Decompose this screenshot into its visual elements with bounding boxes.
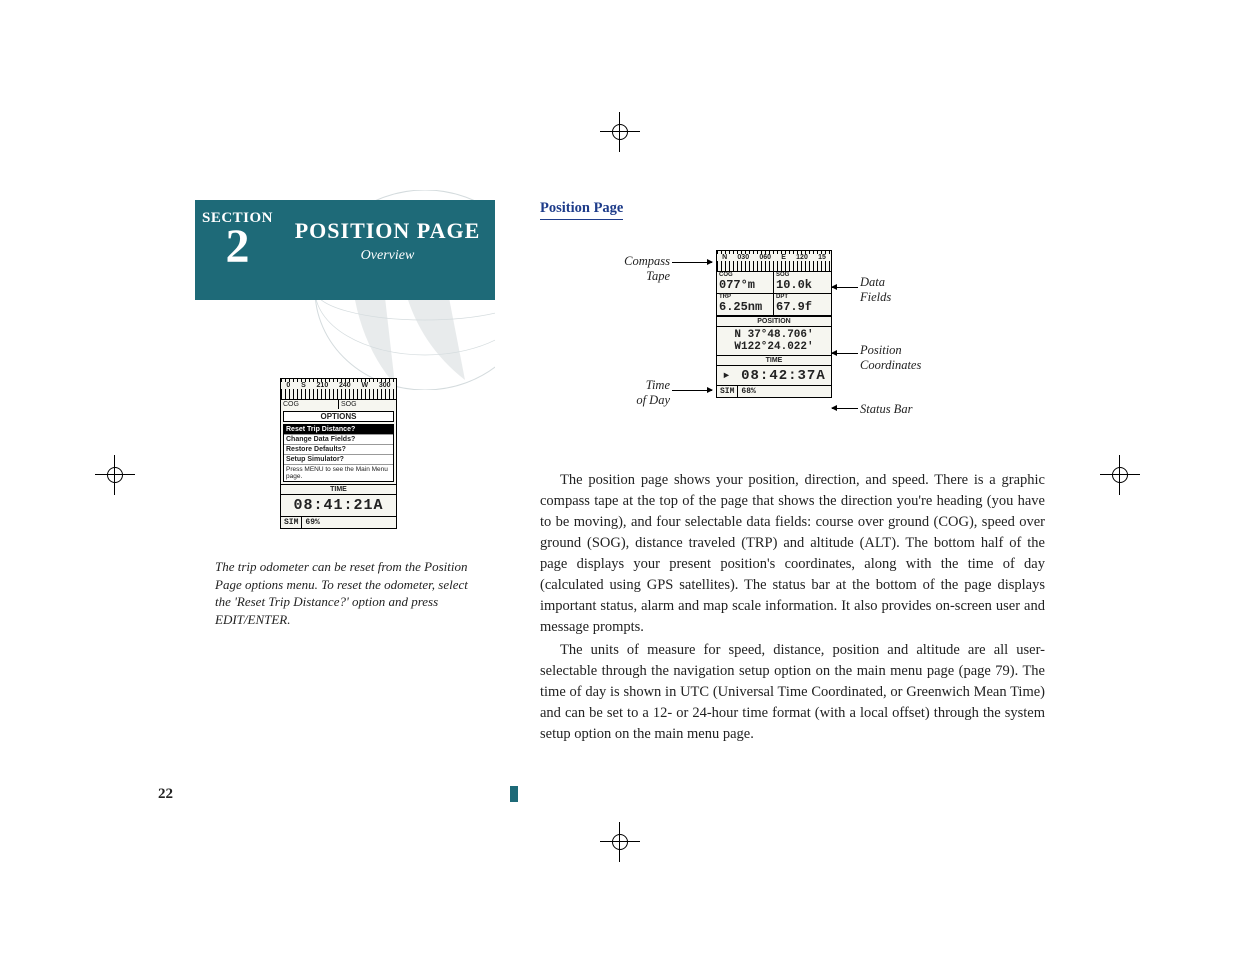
crop-mark-bottom [600,822,640,862]
annot-position-coords: PositionCoordinates [860,343,921,373]
page-number: 22 [158,786,173,803]
time-label: TIME [717,356,831,365]
crop-mark-top [600,112,640,152]
time-value: ▸ 08:42:37A [717,365,831,386]
section-number: 2 [195,227,280,267]
options-title: OPTIONS [283,411,394,422]
right-lcd-screenshot: N 030 060 E 120 15 COG077°m SOG10.0k TRP… [716,250,832,398]
annot-data-fields: DataFields [860,275,891,305]
sog-value: 10.0k [774,278,831,293]
status-percent: 69% [302,517,322,528]
arrow-icon [832,408,858,409]
right-heading: Position Page [540,200,623,220]
cog-label: COG [281,400,339,409]
time-value: 08:41:21A [281,494,396,516]
status-bar: SIM 69% [281,516,396,528]
crop-mark-right [1100,455,1140,495]
trp-value: 6.25nm [717,300,773,315]
position-label: POSITION [717,316,831,327]
status-percent: 68% [738,386,758,397]
annot-time-of-day: Timeof Day [624,378,670,408]
latitude: N 37°48.706' [717,329,831,341]
left-caption: The trip odometer can be reset from the … [215,558,485,628]
option-change-fields: Change Data Fields? [284,434,393,444]
arrow-icon [832,353,858,354]
option-menu-hint: Press MENU to see the Main Menu page. [284,464,393,481]
annot-compass-tape: CompassTape [610,254,670,284]
cog-value: 077°m [717,278,773,293]
compass-scale: N 030 060 E 120 15 [717,251,831,272]
compass-scale: 0 S 210 240 W 300 [281,379,396,400]
arrow-icon [672,262,712,263]
status-bar: SIM 68% [717,386,831,397]
section-title: POSITION PAGE [280,218,495,244]
option-reset-trip: Reset Trip Distance? [284,425,393,434]
section-header: SECTION 2 POSITION PAGE Overview [195,200,495,300]
annot-status-bar: Status Bar [860,402,912,417]
status-sim: SIM [717,386,738,397]
longitude: W122°24.022' [717,341,831,353]
sog-label: SOG [339,400,396,409]
option-restore-defaults: Restore Defaults? [284,444,393,454]
arrow-icon [672,390,712,391]
crop-mark-left [95,455,135,495]
arrow-icon [832,287,858,288]
body-paragraph-1: The position page shows your position, d… [540,470,1045,638]
left-lcd-screenshot: 0 S 210 240 W 300 COG SOG OPTIONS Reset … [280,378,397,529]
status-sim: SIM [281,517,302,528]
body-paragraph-2: The units of measure for speed, distance… [540,640,1045,745]
time-label: TIME [281,484,396,494]
section-subtitle: Overview [280,248,495,264]
option-setup-simulator: Setup Simulator? [284,454,393,464]
right-lcd-diagram: CompassTape DataFields PositionCoordinat… [610,250,1040,440]
options-menu: Reset Trip Distance? Change Data Fields?… [283,424,394,482]
page-number-mark [510,786,518,802]
dpt-value: 67.9f [774,300,831,315]
position-coords: N 37°48.706' W122°24.022' [717,327,831,356]
